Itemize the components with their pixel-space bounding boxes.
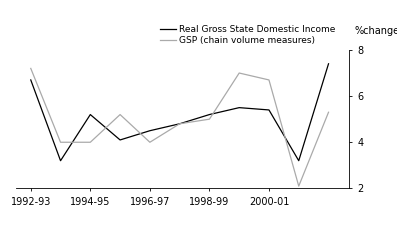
GSP (chain volume measures)	[177, 122, 182, 125]
GSP (chain volume measures)	[118, 113, 122, 116]
Real Gross State Domestic Income	[28, 79, 33, 81]
GSP (chain volume measures)	[58, 141, 63, 144]
Real Gross State Domestic Income	[326, 62, 331, 65]
Line: GSP (chain volume measures): GSP (chain volume measures)	[31, 68, 328, 186]
Real Gross State Domestic Income	[266, 109, 271, 111]
Real Gross State Domestic Income	[296, 159, 301, 162]
Real Gross State Domestic Income	[58, 159, 63, 162]
GSP (chain volume measures)	[207, 118, 212, 121]
GSP (chain volume measures)	[296, 185, 301, 188]
Real Gross State Domestic Income	[147, 129, 152, 132]
GSP (chain volume measures)	[266, 79, 271, 81]
Real Gross State Domestic Income	[207, 113, 212, 116]
Text: %change: %change	[355, 26, 397, 36]
GSP (chain volume measures)	[28, 67, 33, 70]
GSP (chain volume measures)	[147, 141, 152, 144]
GSP (chain volume measures)	[326, 111, 331, 114]
Line: Real Gross State Domestic Income: Real Gross State Domestic Income	[31, 64, 328, 161]
Real Gross State Domestic Income	[237, 106, 241, 109]
Legend: Real Gross State Domestic Income, GSP (chain volume measures): Real Gross State Domestic Income, GSP (c…	[156, 22, 339, 49]
Real Gross State Domestic Income	[177, 122, 182, 125]
GSP (chain volume measures)	[88, 141, 93, 144]
Real Gross State Domestic Income	[118, 138, 122, 141]
Real Gross State Domestic Income	[88, 113, 93, 116]
GSP (chain volume measures)	[237, 72, 241, 74]
